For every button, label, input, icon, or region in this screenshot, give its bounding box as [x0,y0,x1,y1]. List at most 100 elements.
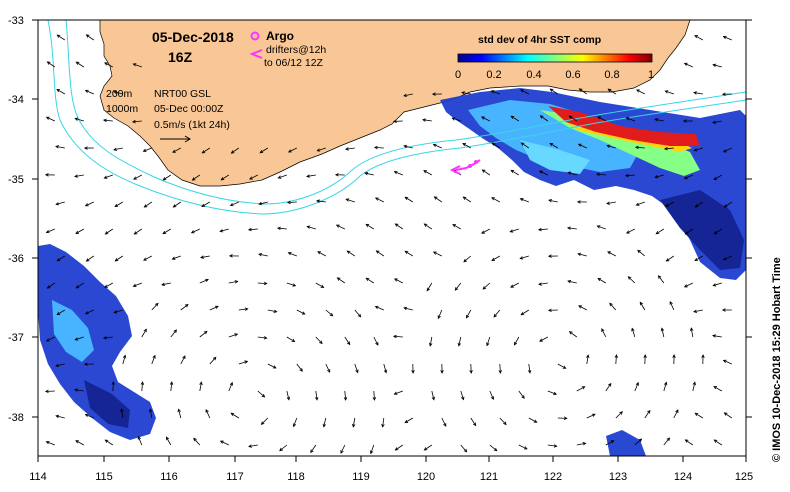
current-vector [354,309,361,318]
current-vector-head [133,176,137,180]
current-vector [209,305,219,311]
current-vector [220,228,229,232]
current-vector-head [428,342,433,347]
current-vector [75,440,85,446]
current-vector-head [684,439,689,443]
current-vector [86,34,95,41]
x-tick-label: 116 [160,471,178,483]
current-vector [663,382,667,392]
colorbar-tick: 0.8 [604,69,619,81]
current-vector-head [520,89,524,93]
current-vector [601,328,607,338]
colorbar-tick: 1 [648,69,654,81]
current-vector-head [683,176,688,180]
current-vector-head [567,171,572,175]
current-vector [528,417,537,423]
current-vector-head [684,231,689,235]
current-vector-head [199,381,203,386]
current-vector [258,253,268,257]
current-vector-head [562,365,567,369]
current-vector [231,147,240,154]
current-vector-head [75,230,80,234]
current-vector-head [343,397,348,401]
current-vector-head [74,117,79,121]
current-vector [286,390,290,400]
current-vector-head [664,381,668,386]
current-vector [370,444,375,454]
current-vector-head [694,35,699,39]
current-vector-head [577,143,582,147]
current-vector-head [219,229,224,233]
current-vector-head [104,439,109,443]
current-vector-head [306,174,310,178]
current-vector [694,35,704,41]
y-axis-labels: -33 -34 -35 -36 -37 -38 [8,15,24,424]
current-vector-head [513,341,518,346]
current-vector [55,145,65,149]
current-vector [634,382,639,392]
current-vector [609,303,617,311]
current-vector-head [172,204,177,208]
current-vector [258,201,268,205]
x-tick-label: 118 [287,471,305,483]
current-vector-head [404,250,409,255]
current-vector-head [346,341,351,346]
current-vector-head [234,280,239,284]
current-vector-head [244,360,249,364]
current-vector-head [481,230,485,234]
current-vector-head [431,92,436,96]
current-vector-head [56,89,61,93]
current-vector-head [607,88,612,92]
current-vector [548,199,558,203]
current-vector-head [286,200,291,205]
current-vector-head [335,224,340,228]
current-vector [615,354,617,365]
current-vector [539,336,549,342]
current-vector [693,309,703,313]
current-vector [605,383,612,392]
current-vector [149,409,153,419]
current-vector [669,301,675,311]
current-vector [569,115,578,122]
current-vector-head [316,199,320,203]
current-vector [723,360,732,365]
current-vector [288,147,297,153]
current-vector [578,305,588,311]
current-vector-head [596,225,601,229]
current-vector-head [161,282,165,286]
current-vector [539,170,548,176]
current-vector-head [113,310,118,314]
argo-float-icon [250,31,260,41]
current-vector [661,328,665,338]
drifter-legend-icon [249,49,263,59]
current-vector-head [137,435,141,440]
current-vector [132,120,142,123]
current-vector [383,363,387,373]
current-vector [193,438,201,446]
current-vector-head [103,336,107,340]
current-vector-head [85,34,90,38]
current-vector [723,147,732,153]
current-vector [665,90,674,95]
current-vector-head [577,252,582,257]
current-vector-head [503,421,507,426]
current-vector-head [55,145,59,149]
current-vector-head [692,381,696,386]
current-vector [685,228,694,235]
current-vector [85,90,94,95]
current-vector [404,250,414,257]
current-vector [694,147,703,151]
current-vector-head [722,257,727,261]
current-vector [57,255,66,262]
current-vector-head [403,306,408,311]
current-vector [201,201,211,207]
current-vector [518,390,525,399]
current-vector [75,228,85,234]
current-vector-head [568,331,573,335]
current-vector-head [486,342,490,347]
current-vector [323,417,327,427]
current-vector [547,444,557,447]
current-vector [307,226,316,230]
current-vector-head [553,444,558,448]
current-vector-head [452,224,456,228]
